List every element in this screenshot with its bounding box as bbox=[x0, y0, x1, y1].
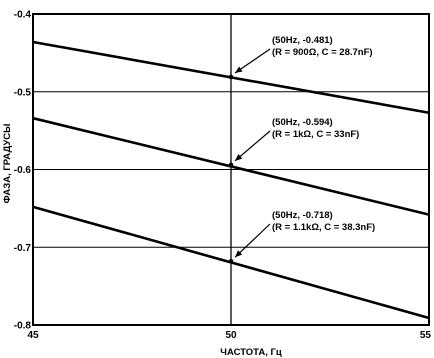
tick-labels: -0.4 -0.5 -0.6 -0.7 -0.845 50 55 bbox=[14, 10, 432, 342]
annotation-label-2-line-2: (R = 1kΩ, C = 33nF) bbox=[272, 129, 359, 140]
annotation-arrow-1 bbox=[234, 48, 271, 74]
annotation-label-1-line-2: (R = 900Ω, C = 28.7nF) bbox=[272, 47, 373, 58]
y-tick-label: -0.8 bbox=[14, 321, 32, 332]
y-tick-label: -0.4 bbox=[14, 10, 32, 21]
y-tick-label: -0.7 bbox=[14, 243, 32, 254]
annotation-arrowhead-2 bbox=[235, 154, 243, 161]
annotation-point-1 bbox=[228, 74, 234, 80]
grid bbox=[33, 14, 429, 325]
y-tick-label: -0.5 bbox=[14, 87, 32, 98]
annotation-arrowhead-1 bbox=[235, 66, 243, 73]
x-tick-label: 50 bbox=[225, 330, 237, 341]
x-axis-label: ЧАСТОТА, Гц bbox=[220, 347, 282, 358]
y-axis-label: ФАЗА, ГРАДУСЫ bbox=[2, 124, 13, 204]
annotation-arrowhead-3 bbox=[235, 250, 243, 258]
x-tick-label: 55 bbox=[420, 330, 432, 341]
annotation-point-2 bbox=[228, 162, 234, 168]
annotations: (50Hz, -0.481)(R = 900Ω, C = 28.7nF) (50H… bbox=[228, 35, 375, 264]
annotation-label-3-line-1: (50Hz, -0.718) bbox=[272, 210, 333, 221]
x-tick-label: 45 bbox=[27, 330, 39, 341]
annotation-arrow-3 bbox=[234, 223, 271, 258]
annotation-arrow-2 bbox=[234, 130, 271, 162]
y-tick-label: -0.6 bbox=[14, 165, 32, 176]
annotation-label-3-line-2: (R = 1.1kΩ, C = 38.3nF) bbox=[272, 222, 375, 233]
annotation-label-2-line-1: (50Hz, -0.594) bbox=[272, 117, 333, 128]
annotation-label-1-line-1: (50Hz, -0.481) bbox=[272, 35, 333, 46]
plot-frame bbox=[32, 13, 430, 326]
annotation-point-3 bbox=[228, 258, 234, 264]
